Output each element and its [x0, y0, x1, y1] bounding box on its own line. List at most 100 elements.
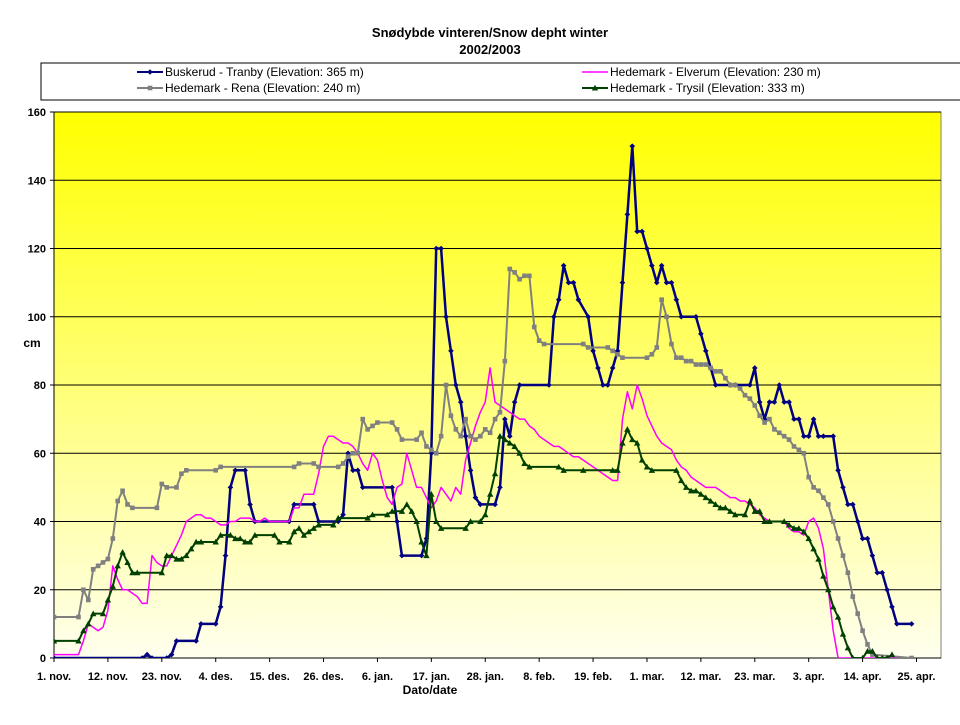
data-point [653, 279, 660, 286]
data-point [521, 460, 528, 467]
data-point [144, 651, 150, 658]
data-point [109, 583, 117, 589]
data-point [864, 647, 871, 654]
y-tick-label: 140 [28, 175, 46, 187]
data-point [609, 467, 616, 473]
data-point [829, 603, 837, 610]
data-point [698, 331, 704, 337]
y-tick-label: 80 [34, 380, 46, 392]
data-point [473, 437, 478, 442]
x-tick-label: 6. jan. [362, 671, 393, 683]
data-point [276, 538, 283, 545]
chart-title: Snødybde vinteren/Snow depht winter [372, 25, 608, 40]
data-point [163, 655, 170, 658]
data-point [311, 461, 317, 466]
data-point [885, 654, 889, 658]
data-point [54, 655, 57, 658]
data-point [335, 518, 342, 525]
data-point [772, 427, 777, 432]
data-point [643, 463, 651, 470]
data-point [560, 262, 567, 269]
data-point [271, 531, 278, 538]
data-point [433, 518, 440, 525]
data-point [511, 443, 518, 449]
data-point [673, 296, 680, 303]
data-point [674, 355, 679, 360]
data-point [389, 484, 395, 491]
data-point [845, 501, 851, 508]
data-point [669, 341, 674, 347]
data-point [762, 420, 767, 425]
data-point [477, 518, 484, 525]
data-point [507, 266, 513, 272]
data-point [850, 594, 856, 599]
data-point [816, 488, 821, 494]
series-line [54, 367, 912, 658]
data-point [242, 467, 248, 474]
data-point [438, 433, 444, 439]
data-point [658, 262, 665, 269]
y-tick-label: 120 [28, 244, 46, 256]
data-point [801, 450, 807, 456]
data-point [805, 433, 812, 439]
data-point [874, 569, 881, 576]
data-point [217, 531, 224, 538]
data-point [683, 358, 689, 364]
data-point [678, 477, 685, 484]
data-point [555, 463, 562, 470]
data-point [727, 508, 734, 514]
legend-item: Buskerud - Tranby (Elevation: 365 m) [137, 65, 364, 79]
data-point [130, 505, 135, 511]
data-point [727, 382, 733, 388]
data-point [502, 416, 508, 422]
data-point [359, 484, 366, 491]
data-point [99, 610, 107, 617]
data-point [692, 487, 700, 494]
data-point [418, 552, 425, 559]
data-point [810, 545, 817, 552]
data-point [780, 518, 788, 525]
data-point [95, 563, 101, 569]
data-point [785, 521, 793, 528]
legend-label: Hedemark - Elverum (Elevation: 230 m) [610, 65, 821, 79]
data-point [796, 416, 802, 422]
data-point [590, 348, 596, 354]
data-point [158, 569, 166, 576]
data-point [218, 464, 223, 470]
data-point [703, 362, 709, 367]
x-tick-label: 12. mar. [680, 671, 721, 683]
data-point [517, 276, 522, 282]
data-point [399, 552, 405, 559]
data-point [429, 447, 434, 453]
data-point [664, 314, 669, 320]
data-point [806, 474, 811, 480]
data-point [570, 279, 577, 286]
data-point [717, 504, 724, 511]
data-point [698, 362, 704, 367]
data-point [864, 535, 871, 542]
data-point [604, 382, 611, 388]
x-tick-label: 1. mar. [630, 671, 665, 683]
data-point [595, 365, 601, 371]
legend-label: Buskerud - Tranby (Elevation: 365 m) [165, 65, 364, 79]
data-point [458, 433, 464, 439]
data-point [163, 552, 170, 559]
data-point [638, 456, 646, 463]
data-point [771, 399, 778, 405]
data-point [869, 552, 876, 559]
data-point [104, 596, 112, 603]
data-point [468, 433, 473, 439]
legend-label: Hedemark - Rena (Elevation: 240 m) [165, 81, 360, 95]
data-point [815, 555, 822, 562]
data-point [251, 531, 259, 538]
x-tick-label: 23. mar. [734, 671, 775, 683]
y-tick-label: 160 [28, 107, 46, 119]
series-3 [54, 426, 896, 658]
data-point [633, 439, 641, 446]
data-point [86, 597, 91, 603]
data-point [178, 555, 185, 562]
data-point [149, 655, 155, 658]
data-point [585, 313, 591, 320]
data-point [364, 514, 371, 521]
